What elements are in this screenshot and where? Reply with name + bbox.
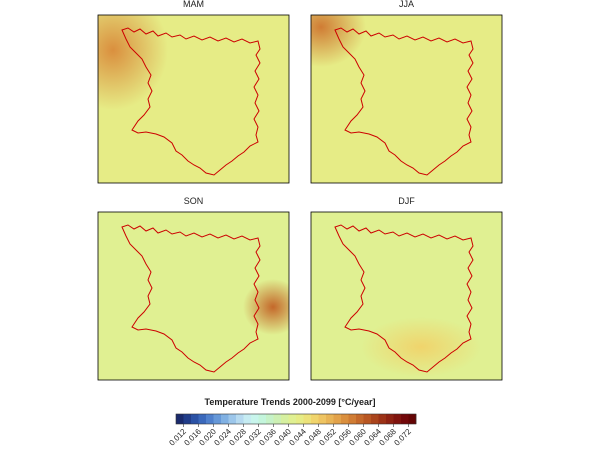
field-hotspot <box>361 317 481 377</box>
map-panel: MAM <box>97 0 290 184</box>
panel-frame <box>310 14 503 184</box>
colorbar-box <box>191 414 199 424</box>
colorbar-box <box>213 414 222 424</box>
colorbar-box <box>236 414 244 424</box>
colorbar-box <box>258 414 267 424</box>
colorbar-box <box>221 414 229 424</box>
colorbar-box <box>348 414 357 424</box>
field-hotspot <box>311 15 366 67</box>
panel-title: DJF <box>398 196 415 206</box>
colorbar-box <box>363 414 372 424</box>
map-panel: SON <box>97 196 290 381</box>
panel-frame <box>97 211 290 381</box>
colorbar-box <box>273 414 282 424</box>
colorbar-box <box>408 414 417 424</box>
colorbar-box <box>281 414 289 424</box>
panel-frame <box>310 211 503 381</box>
colorbar-box <box>243 414 252 424</box>
colorbar-box <box>356 414 364 424</box>
map-panel: DJF <box>310 196 503 381</box>
colorbar-box <box>393 414 402 424</box>
colorbar-box <box>303 414 312 424</box>
colorbar-box <box>198 414 207 424</box>
field-hotspot <box>243 279 289 335</box>
field-hotspot <box>98 15 168 110</box>
colorbar-box <box>326 414 334 424</box>
colorbar-box <box>318 414 327 424</box>
colorbar-box <box>378 414 387 424</box>
panel-title: SON <box>184 196 204 206</box>
colorbar-box <box>176 414 184 424</box>
colorbar-box <box>266 414 274 424</box>
panel-title: JJA <box>399 0 414 9</box>
panel-frame <box>97 14 290 184</box>
panel-title: MAM <box>183 0 204 9</box>
colorbar-box <box>333 414 342 424</box>
colorbar-box <box>251 414 259 424</box>
colorbar-box <box>288 414 297 424</box>
colorbar-box <box>386 414 394 424</box>
colorbar-box <box>296 414 304 424</box>
colorbar-box <box>401 414 409 424</box>
colorbar-title: Temperature Trends 2000-2099 [°C/year] <box>204 397 375 407</box>
map-panel: JJA <box>310 0 503 184</box>
colorbar-frame <box>175 413 417 425</box>
colorbar-box <box>311 414 319 424</box>
colorbar-box <box>371 414 379 424</box>
colorbar-box <box>183 414 192 424</box>
colorbar: 0.0120.0160.0200.0240.0280.0320.0360.040… <box>167 413 417 448</box>
panels: MAM JJA SON DJF <box>97 0 503 381</box>
colorbar-box <box>206 414 214 424</box>
colorbar-box <box>341 414 349 424</box>
colorbar-box <box>228 414 237 424</box>
colorbar-tick-label: 0.072 <box>392 427 413 448</box>
